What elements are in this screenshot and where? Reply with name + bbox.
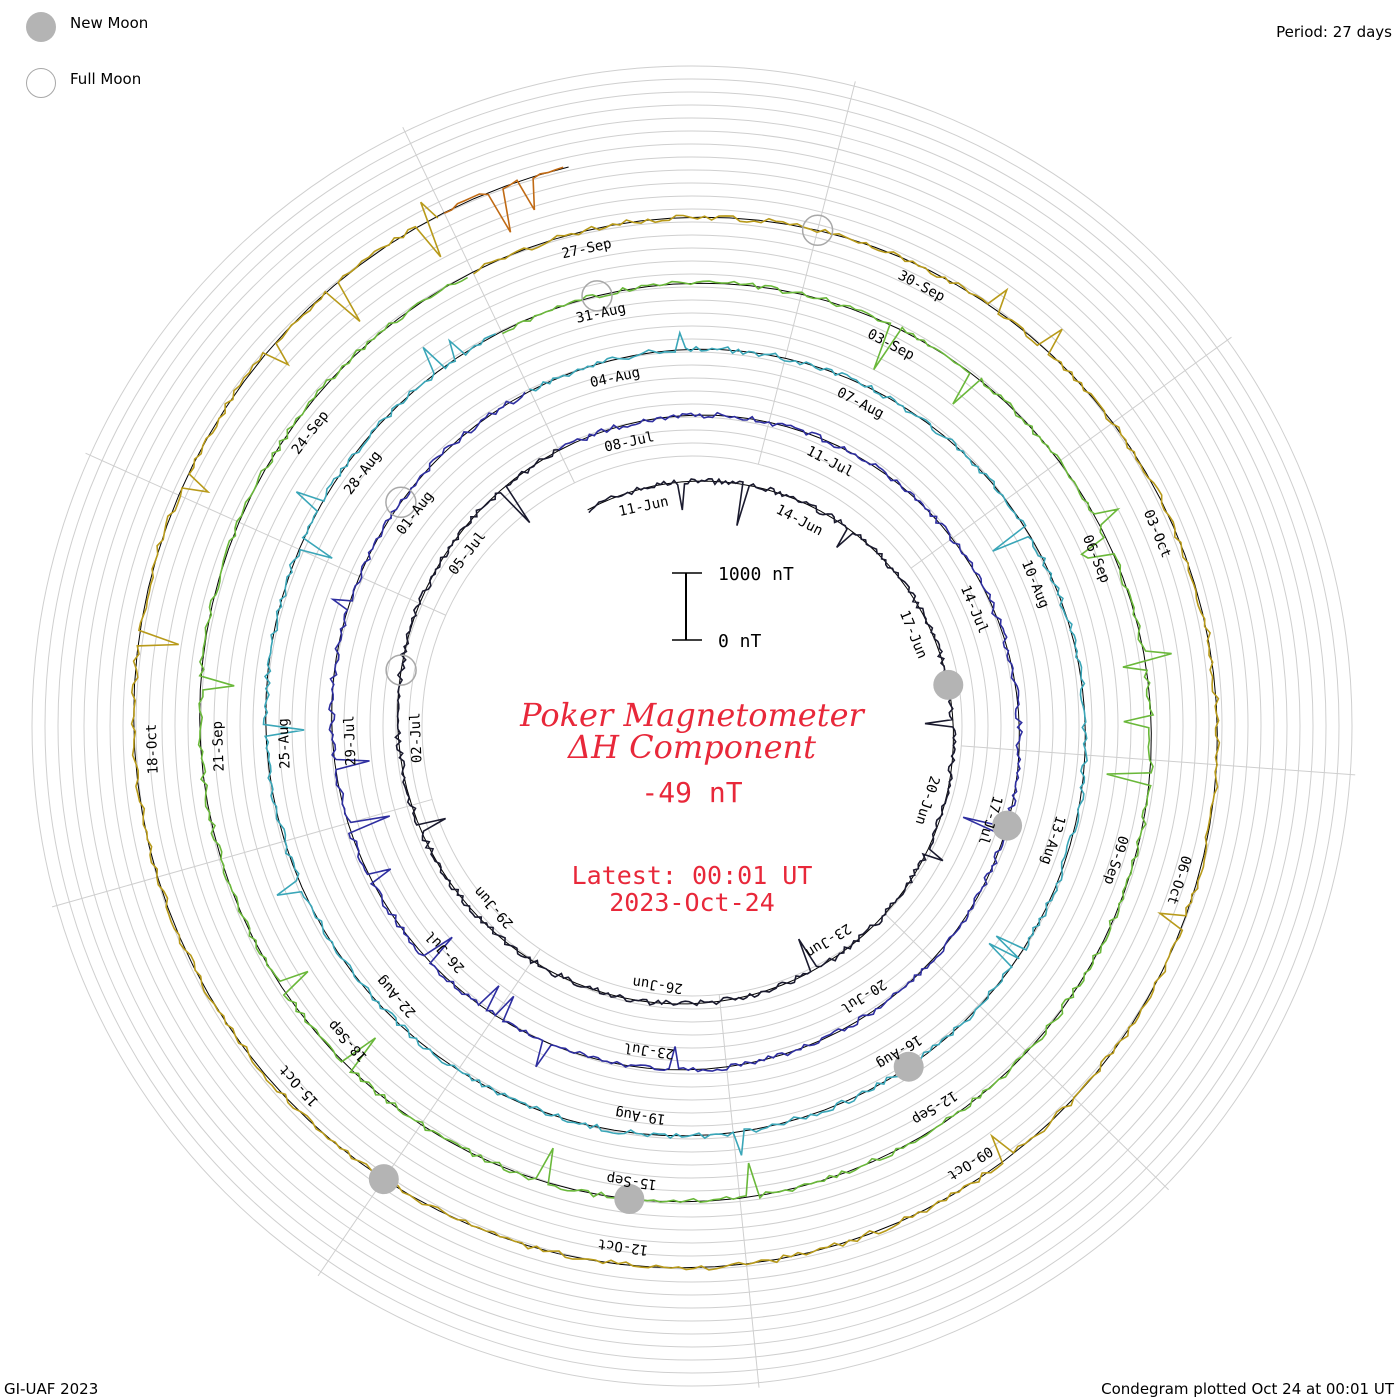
grid-ring xyxy=(109,143,1275,1309)
date-label: 20-Jul xyxy=(838,976,889,1017)
grid-spoke xyxy=(85,452,446,616)
date-label: 08-Jul xyxy=(603,429,656,455)
scale-bar: 1000 nT 0 nT xyxy=(672,564,794,652)
date-label: 12-Sep xyxy=(909,1087,960,1128)
series-turn xyxy=(443,166,564,233)
new-moon-marker xyxy=(933,669,964,700)
grid-ring xyxy=(96,130,1288,1322)
full-moon-legend-label: Full Moon xyxy=(70,70,142,88)
latest-time: Latest: 00:01 UT xyxy=(572,861,813,890)
date-label: 18-Oct xyxy=(144,723,162,774)
grid-ring xyxy=(369,403,1015,1049)
latest-date: 2023-Oct-24 xyxy=(609,888,775,917)
moon-markers xyxy=(368,214,1023,1214)
grid-ring xyxy=(226,260,1158,1192)
date-label: 29-Jun xyxy=(471,883,517,931)
scale-top-label: 1000 nT xyxy=(718,564,794,585)
grid-spoke xyxy=(718,994,760,1388)
date-label: 03-Sep xyxy=(865,326,917,364)
date-label: 26-Jun xyxy=(632,974,684,997)
grid-ring xyxy=(421,455,963,997)
date-label: 19-Aug xyxy=(614,1104,666,1127)
grid-ring xyxy=(31,65,1353,1387)
grid-ring xyxy=(213,247,1171,1205)
grid-spoke xyxy=(910,336,1232,569)
date-label: 27-Sep xyxy=(560,236,613,262)
grid-ring xyxy=(252,286,1132,1166)
date-label: 11-Jul xyxy=(804,443,856,481)
grid-spoke xyxy=(402,126,576,484)
date-label: 25-Aug xyxy=(276,718,294,769)
credit-label: GI-UAF 2023 xyxy=(4,1380,99,1398)
new-moon-marker xyxy=(992,810,1023,841)
grid-spoke xyxy=(51,798,433,908)
grid-spoke xyxy=(961,745,1356,776)
new-moon-marker xyxy=(614,1184,645,1214)
grid-spoke xyxy=(317,948,541,1277)
grid-ring xyxy=(70,104,1314,1348)
grid-ring xyxy=(317,351,1067,1101)
data-series xyxy=(130,166,1221,1271)
date-label: 22-Aug xyxy=(374,972,420,1020)
grid-ring xyxy=(44,78,1340,1374)
grid-ring xyxy=(174,208,1210,1244)
series-turn xyxy=(197,276,1172,1204)
grid-ring xyxy=(135,169,1249,1283)
grid-ring xyxy=(304,338,1080,1114)
series-turn xyxy=(328,391,1024,1073)
grid-ring xyxy=(291,325,1093,1127)
date-label: 14-Jun xyxy=(773,502,825,540)
date-label: 15-Sep xyxy=(606,1170,658,1193)
new-moon-marker xyxy=(368,1164,399,1195)
date-label: 02-Jul xyxy=(407,712,425,763)
date-label: 10-Aug xyxy=(1018,558,1052,611)
period-label: Period: 27 days xyxy=(1276,23,1392,41)
new-moon-legend-icon xyxy=(26,12,56,42)
grid-ring xyxy=(395,429,989,1023)
date-label: 12-Oct xyxy=(597,1235,649,1258)
full-moon-marker xyxy=(581,280,613,312)
grid-ring xyxy=(57,91,1327,1361)
plotted-timestamp: Condegram plotted Oct 24 at 00:01 UT xyxy=(1101,1380,1394,1398)
scale-bottom-label: 0 nT xyxy=(718,631,762,652)
chart-subtitle: ΔH Component xyxy=(566,728,816,766)
full-moon-marker xyxy=(801,214,834,247)
date-label: 06-Oct xyxy=(1163,853,1194,906)
grid-ring xyxy=(161,195,1223,1257)
date-label: 29-Jul xyxy=(341,715,359,766)
date-label: 07-Aug xyxy=(834,385,886,423)
grid-ring xyxy=(187,221,1197,1231)
date-label: 11-Jun xyxy=(617,494,670,520)
full-moon-marker xyxy=(385,486,417,519)
date-label: 21-Sep xyxy=(210,721,228,772)
grid-ring xyxy=(382,416,1002,1036)
series-turn xyxy=(262,330,1088,1156)
grid-ring xyxy=(83,117,1301,1335)
date-label: 09-Sep xyxy=(1100,833,1131,886)
date-label: 23-Jun xyxy=(803,920,854,961)
new-moon-marker xyxy=(893,1051,924,1082)
grid-ring xyxy=(343,377,1041,1075)
full-moon-legend-icon xyxy=(26,68,56,98)
date-label: 23-Jul xyxy=(623,1039,675,1062)
series-turn xyxy=(130,201,1221,1271)
grid-spoke xyxy=(757,81,856,465)
grid-ring xyxy=(408,442,976,1010)
grid-ring xyxy=(122,156,1262,1296)
current-value: -49 nT xyxy=(641,776,742,809)
grid-ring xyxy=(356,390,1028,1062)
new-moon-legend-label: New Moon xyxy=(70,14,149,32)
title-block: Poker Magnetometer ΔH Component -49 nT L… xyxy=(519,696,865,917)
full-moon-marker xyxy=(385,654,417,686)
series-turn xyxy=(394,449,957,1007)
chart-title: Poker Magnetometer xyxy=(519,696,865,734)
date-label: 04-Aug xyxy=(589,365,642,391)
date-label: 30-Sep xyxy=(895,268,947,306)
date-label: 05-Jul xyxy=(446,529,490,579)
